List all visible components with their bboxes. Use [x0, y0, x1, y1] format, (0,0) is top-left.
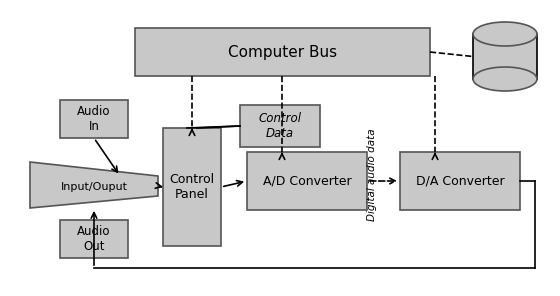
Bar [400, 152, 520, 210]
Bar [60, 220, 128, 258]
Text: Audio
In: Audio In [77, 105, 111, 133]
Bar [163, 128, 221, 246]
Text: Digital audio data: Digital audio data [367, 129, 377, 221]
Text: D/A Converter: D/A Converter [416, 175, 505, 187]
Ellipse shape [473, 22, 537, 46]
Text: A/D Converter: A/D Converter [263, 175, 351, 187]
Text: Input/Ouput: Input/Ouput [60, 182, 128, 192]
Ellipse shape [473, 67, 537, 91]
Bar [240, 105, 320, 147]
Polygon shape [30, 162, 158, 208]
Text: Computer Bus: Computer Bus [228, 44, 337, 59]
Bar [473, 34, 537, 79]
Text: Control
Data: Control Data [259, 112, 301, 140]
Bar [60, 100, 128, 138]
Bar [135, 28, 430, 76]
Bar [247, 152, 367, 210]
Text: Control
Panel: Control Panel [170, 173, 214, 201]
Text: Audio
Out: Audio Out [77, 225, 111, 253]
